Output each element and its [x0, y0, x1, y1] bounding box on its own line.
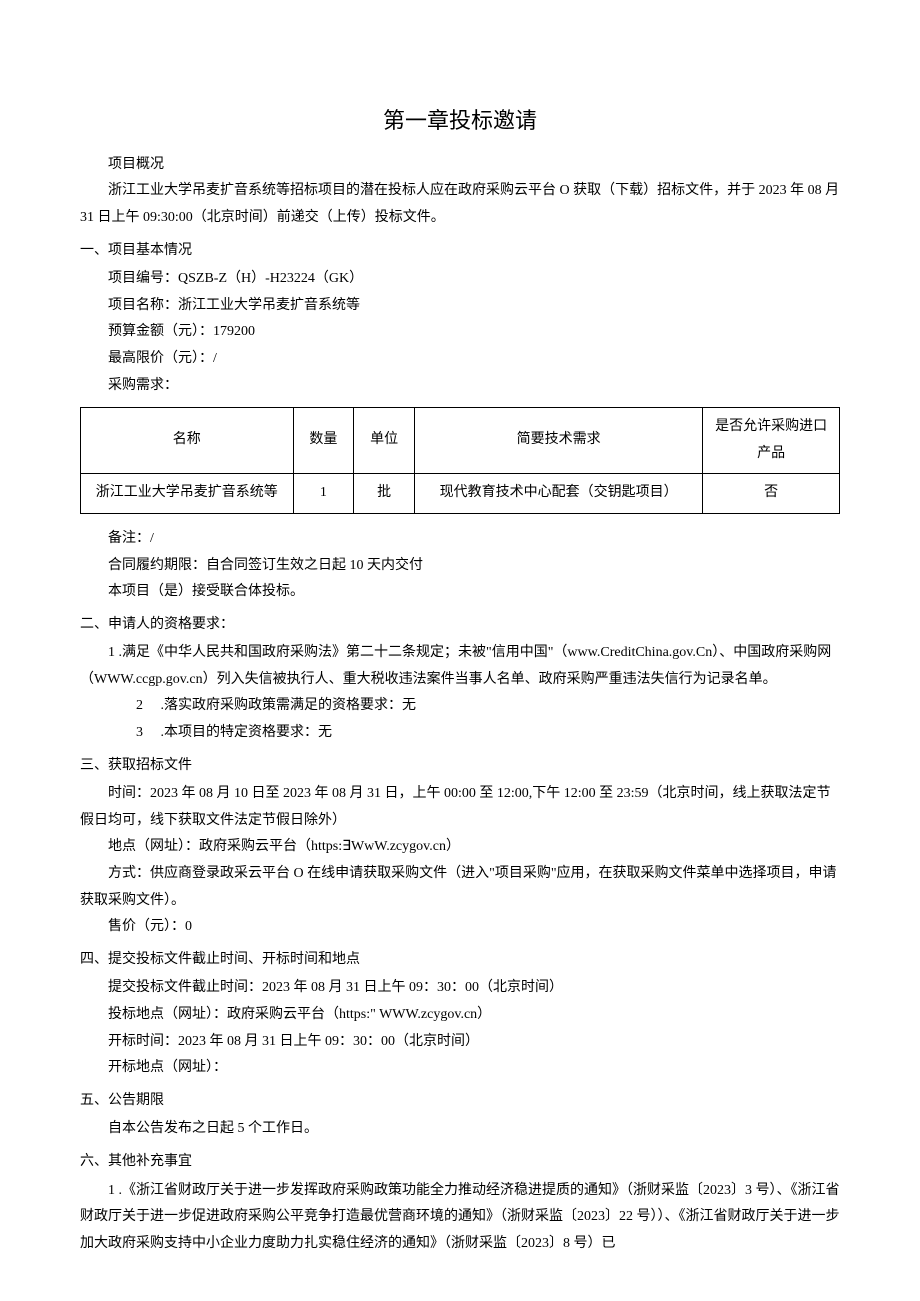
open-addr: 开标地点（网址）： — [108, 1055, 840, 1082]
table-header-row: 名称 数量 单位 简要技术需求 是否允许采购进口产品 — [81, 408, 840, 474]
qual-2-text: .落实政府采购政策需满足的资格要求：无 — [161, 698, 417, 713]
overview-text: 浙江工业大学吊麦扩音系统等招标项目的潜在投标人应在政府采购云平台 O 获取（下载… — [80, 178, 840, 231]
bid-addr: 投标地点（网址）：政府采购云平台（https:" WWW.zcygov.cn） — [108, 1002, 840, 1029]
td-qty: 1 — [293, 474, 354, 514]
contract-term: 合同履约期限：自合同签订生效之日起 10 天内交付 — [108, 553, 840, 580]
qual-item-3: 3 .本项目的特定资格要求：无 — [136, 720, 840, 747]
open-time: 开标时间：2023 年 08 月 31 日上午 09：30：00（北京时间） — [108, 1029, 840, 1056]
qual-3-num: 3 — [136, 725, 143, 740]
th-tech: 简要技术需求 — [414, 408, 702, 474]
ceiling-price: 最高限价（元）：/ — [108, 346, 840, 373]
project-name: 项目名称：浙江工业大学吊麦扩音系统等 — [108, 293, 840, 320]
section-2-head: 二、申请人的资格要求： — [80, 612, 840, 639]
submit-deadline: 提交投标文件截止时间：2023 年 08 月 31 日上午 09：30：00（北… — [108, 975, 840, 1002]
overview-label: 项目概况 — [80, 152, 840, 179]
remark: 备注：/ — [108, 526, 840, 553]
td-import: 否 — [703, 474, 840, 514]
td-name: 浙江工业大学吊麦扩音系统等 — [81, 474, 294, 514]
qual-3-text: .本项目的特定资格要求：无 — [161, 725, 333, 740]
section-3-head: 三、获取招标文件 — [80, 753, 840, 780]
table-row: 浙江工业大学吊麦扩音系统等 1 批 现代教育技术中心配套（交钥匙项目） 否 — [81, 474, 840, 514]
section-6-head: 六、其他补充事宜 — [80, 1149, 840, 1176]
obtain-method: 方式：供应商登录政采云平台 O 在线申请获取采购文件（进入"项目采购"应用，在获… — [80, 861, 840, 914]
qual-item-2: 2 .落实政府采购政策需满足的资格要求：无 — [136, 693, 840, 720]
section-4-head: 四、提交投标文件截止时间、开标时间和地点 — [80, 947, 840, 974]
chapter-title: 第一章投标邀请 — [80, 100, 840, 142]
qual-item-1: 1 .满足《中华人民共和国政府采购法》第二十二条规定；未被"信用中国"（www.… — [80, 640, 840, 693]
requirements-table: 名称 数量 单位 简要技术需求 是否允许采购进口产品 浙江工业大学吊麦扩音系统等… — [80, 407, 840, 514]
section-5-head: 五、公告期限 — [80, 1088, 840, 1115]
td-tech: 现代教育技术中心配套（交钥匙项目） — [414, 474, 702, 514]
project-number: 项目编号：QSZB-Z（H）-H23224（GK） — [108, 266, 840, 293]
td-unit: 批 — [354, 474, 415, 514]
section-1-head: 一、项目基本情况 — [80, 238, 840, 265]
th-name: 名称 — [81, 408, 294, 474]
th-import: 是否允许采购进口产品 — [703, 408, 840, 474]
obtain-addr: 地点（网址）：政府采购云平台（https:∃WwW.zcygov.cn） — [108, 834, 840, 861]
qual-2-num: 2 — [136, 698, 143, 713]
obtain-price: 售价（元）：0 — [108, 914, 840, 941]
budget-amount: 预算金额（元）：179200 — [108, 319, 840, 346]
supplement-1: 1 .《浙江省财政厅关于进一步发挥政府采购政策功能全力推动经济稳进提质的通知》（… — [80, 1178, 840, 1258]
purchase-need-label: 采购需求： — [108, 373, 840, 400]
obtain-time: 时间：2023 年 08 月 10 日至 2023 年 08 月 31 日，上午… — [80, 781, 840, 834]
th-unit: 单位 — [354, 408, 415, 474]
consortium: 本项目（是）接受联合体投标。 — [108, 579, 840, 606]
notice-period: 自本公告发布之日起 5 个工作日。 — [108, 1116, 840, 1143]
th-qty: 数量 — [293, 408, 354, 474]
